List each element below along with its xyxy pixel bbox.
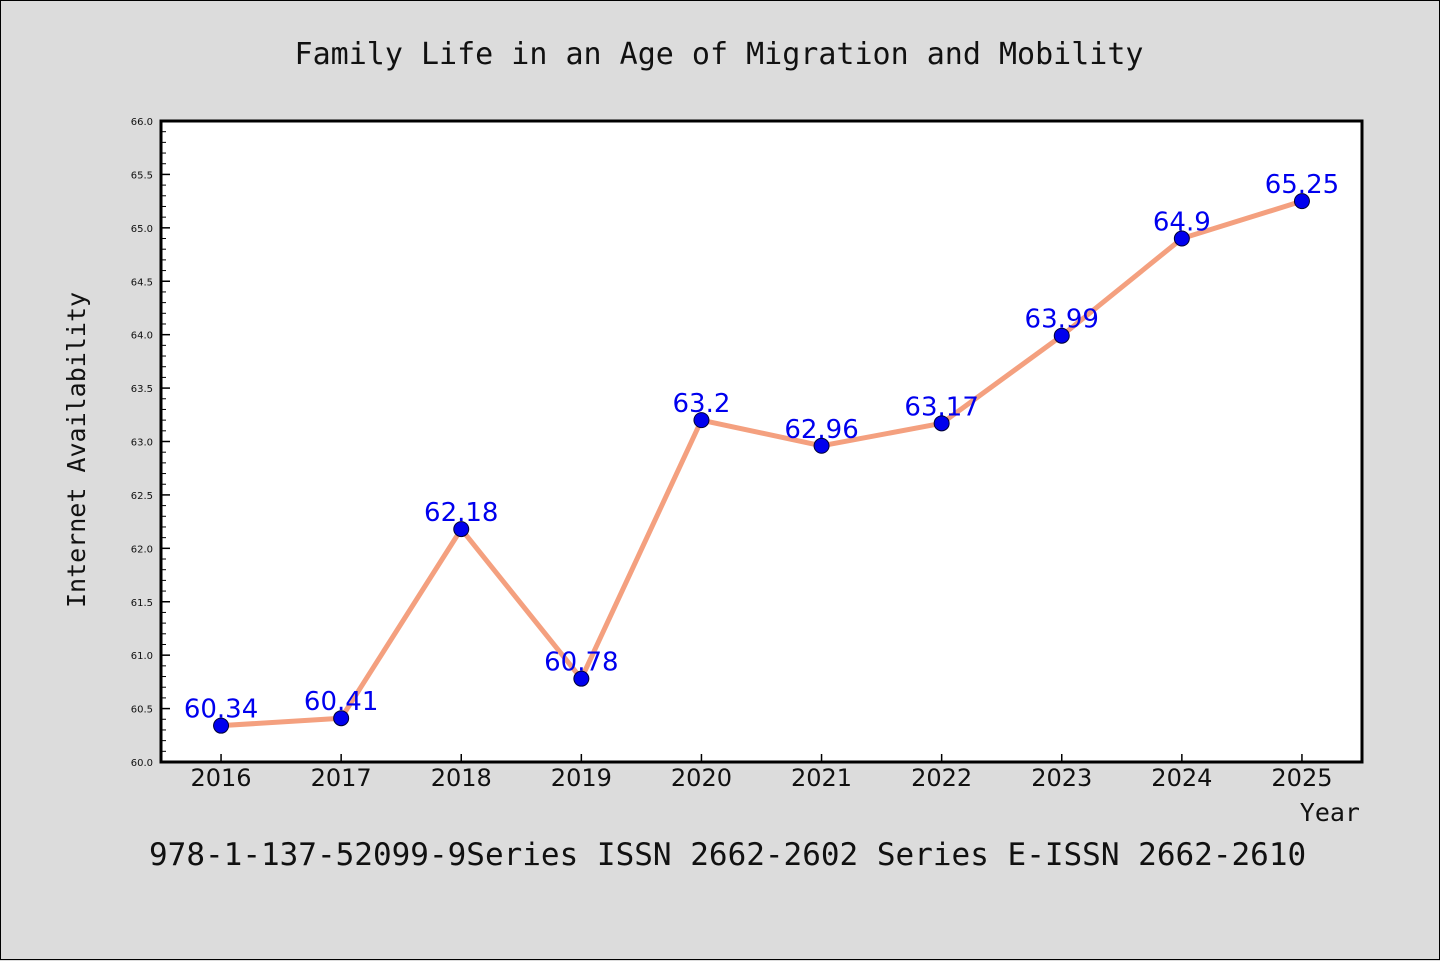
data-point bbox=[333, 710, 350, 727]
y-tick-label: 60.5 bbox=[131, 705, 153, 716]
data-label: 60.34 bbox=[184, 695, 258, 725]
data-point bbox=[933, 415, 950, 432]
y-tick-label: 62.5 bbox=[131, 491, 153, 502]
series-internet-availability: 60.34 60.41 62.18 60.78 63.2 62.96 63.17 63.99 6… bbox=[184, 170, 1339, 734]
y-axis: 60.0 60.5 61.0 61.5 62.0 62.5 63.0 63.5 64.0 64.5… bbox=[131, 117, 170, 769]
y-tick-label: 64.5 bbox=[131, 277, 153, 288]
y-tick-label: 65.0 bbox=[131, 224, 153, 235]
y-tick-label: 63.5 bbox=[131, 384, 153, 395]
x-tick-label: 2021 bbox=[791, 764, 852, 792]
data-point bbox=[453, 521, 470, 538]
y-tick-label: 61.0 bbox=[131, 651, 153, 662]
data-point bbox=[1293, 193, 1310, 210]
data-label: 60.78 bbox=[544, 648, 618, 678]
data-label: 64.9 bbox=[1153, 208, 1211, 238]
data-label: 63.2 bbox=[673, 389, 731, 419]
x-tick-label: 2019 bbox=[551, 764, 612, 792]
data-label: 62.18 bbox=[424, 498, 498, 528]
x-tick-label: 2020 bbox=[671, 764, 732, 792]
y-tick-label: 64.0 bbox=[131, 331, 153, 342]
y-axis-title: Internet Availability bbox=[62, 292, 91, 608]
x-tick-label: 2018 bbox=[431, 764, 492, 792]
y-tick-label: 66.0 bbox=[131, 117, 153, 128]
data-label: 63.99 bbox=[1025, 305, 1099, 335]
data-point bbox=[813, 437, 830, 454]
y-tick-label: 60.0 bbox=[131, 758, 153, 769]
chart-title: Family Life in an Age of Migration and M… bbox=[295, 37, 1144, 72]
data-point bbox=[693, 412, 710, 429]
data-point bbox=[573, 670, 590, 687]
x-tick-label: 2022 bbox=[911, 764, 972, 792]
data-label: 65.25 bbox=[1265, 170, 1339, 200]
data-label: 60.41 bbox=[304, 687, 378, 717]
y-tick-label: 61.5 bbox=[131, 598, 153, 609]
y-tick-label: 62.0 bbox=[131, 544, 153, 555]
series-line bbox=[218, 198, 1305, 729]
x-axis: 2016 2017 2018 2019 2020 2021 2022 2023 2024 2025 bbox=[191, 754, 1332, 792]
x-tick-label: 2016 bbox=[191, 764, 252, 792]
data-label: 62.96 bbox=[784, 415, 858, 445]
plot-area bbox=[159, 119, 1364, 764]
x-tick-label: 2023 bbox=[1031, 764, 1092, 792]
data-label: 63.17 bbox=[904, 392, 978, 422]
footer-isbn-issn: 978-1-137-52099-9Series ISSN 2662-2602 S… bbox=[149, 837, 1306, 873]
y-tick-label: 63.0 bbox=[131, 438, 153, 449]
data-point bbox=[213, 717, 230, 734]
x-tick-label: 2024 bbox=[1151, 764, 1212, 792]
x-tick-label: 2025 bbox=[1271, 764, 1332, 792]
y-tick-label: 65.5 bbox=[131, 170, 153, 181]
data-point bbox=[1173, 230, 1190, 247]
data-point bbox=[1053, 327, 1070, 344]
x-tick-label: 2017 bbox=[311, 764, 372, 792]
x-axis-title: Year bbox=[1300, 798, 1360, 827]
